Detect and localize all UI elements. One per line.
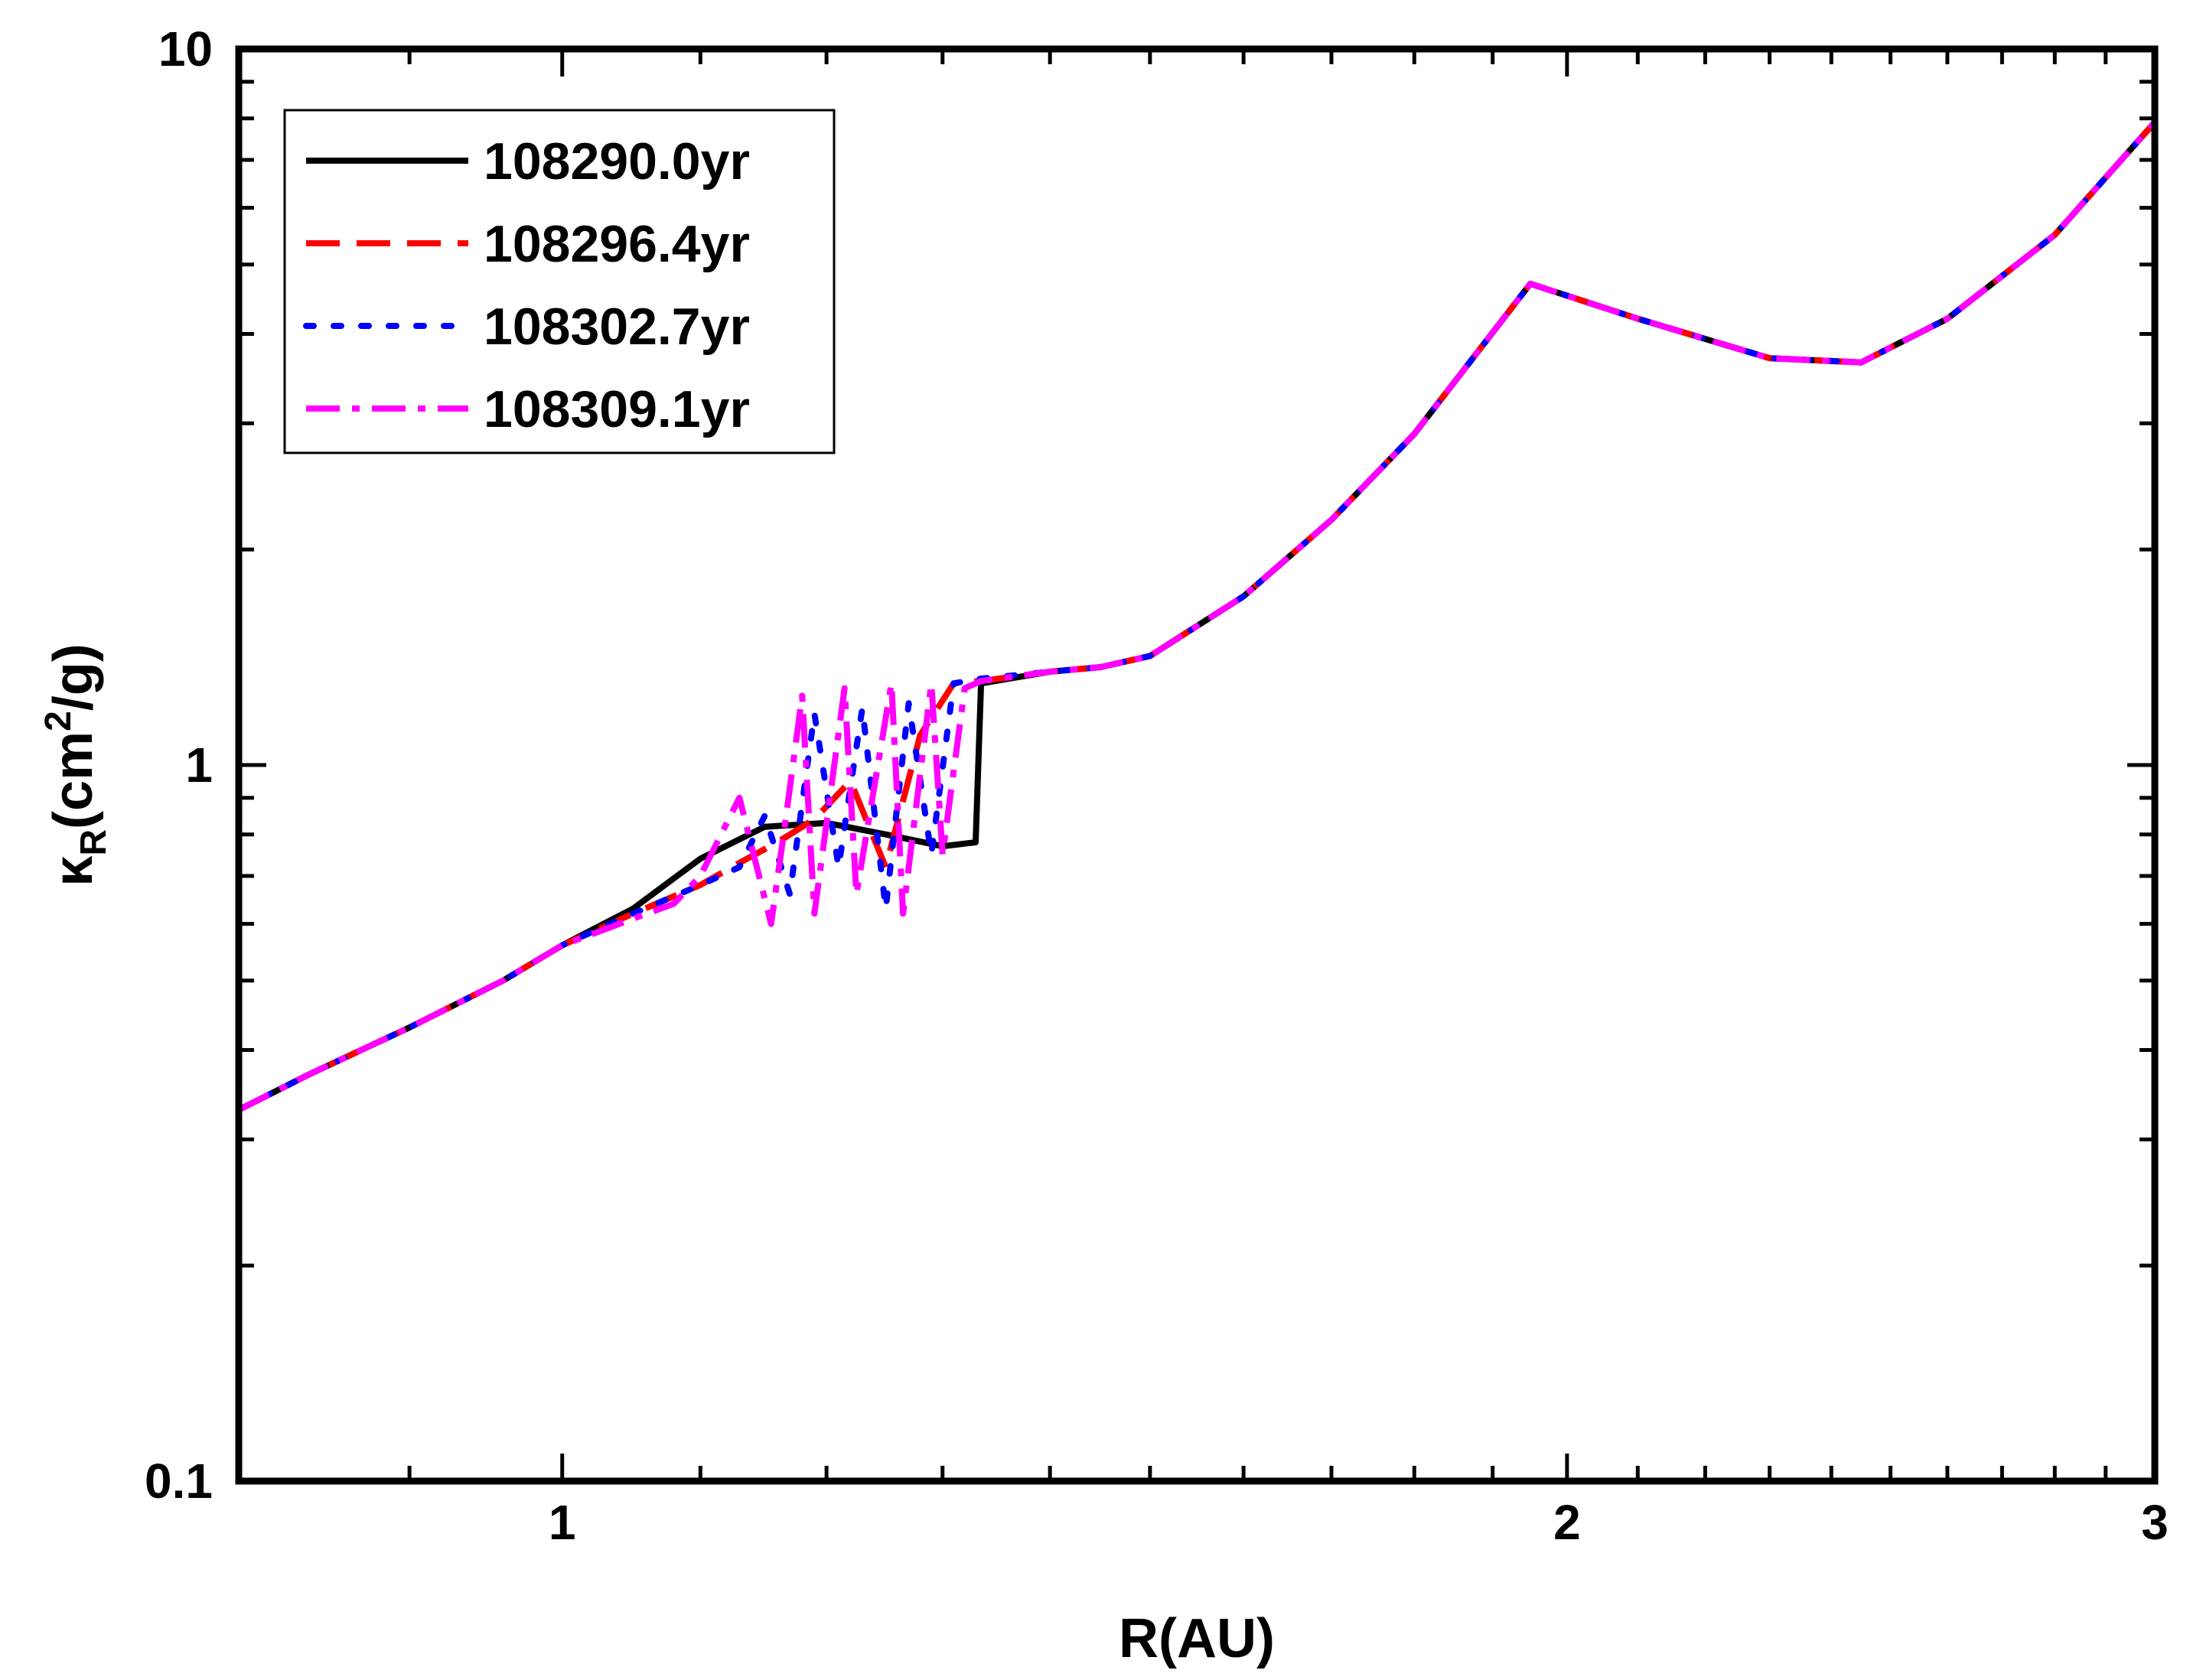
series-line-3 — [239, 119, 2155, 1113]
y-axis-subscript: R — [73, 829, 114, 856]
series-line-4 — [239, 120, 2155, 1113]
y-axis-unit-pre: (cm — [43, 731, 104, 829]
x-tick-label-1: 1 — [549, 1495, 576, 1550]
y-axis-title: κR(cm2/g) — [38, 643, 114, 887]
legend-label-3: 108302.7yr — [484, 298, 750, 356]
legend-label-4: 108309.1yr — [484, 380, 750, 438]
x-tick-label-2: 2 — [1553, 1495, 1581, 1550]
y-tick-label-2: 1 — [185, 737, 213, 793]
x-axis-title: R(AU) — [1119, 1608, 1275, 1669]
legend: 108290.0yr 108296.4yr 108302.7yr 108309.1yr — [283, 109, 836, 454]
tick-label-layer: 1 2 3 0.1 1 10 — [145, 21, 2169, 1550]
legend-box — [283, 109, 836, 454]
y-axis-superscript: 2 — [38, 711, 79, 731]
tick-layer — [236, 47, 2157, 1483]
x-tick-label-3: 3 — [2141, 1495, 2169, 1550]
series-layer — [239, 119, 2155, 1113]
legend-label-1: 108290.0yr — [484, 132, 750, 190]
legend-label-2: 108296.4yr — [484, 215, 750, 273]
y-axis-symbol: κ — [43, 855, 104, 887]
y-tick-label-1: 0.1 — [145, 1454, 213, 1509]
y-axis-unit-post: /g) — [43, 643, 104, 711]
y-tick-label-3: 10 — [158, 21, 213, 77]
